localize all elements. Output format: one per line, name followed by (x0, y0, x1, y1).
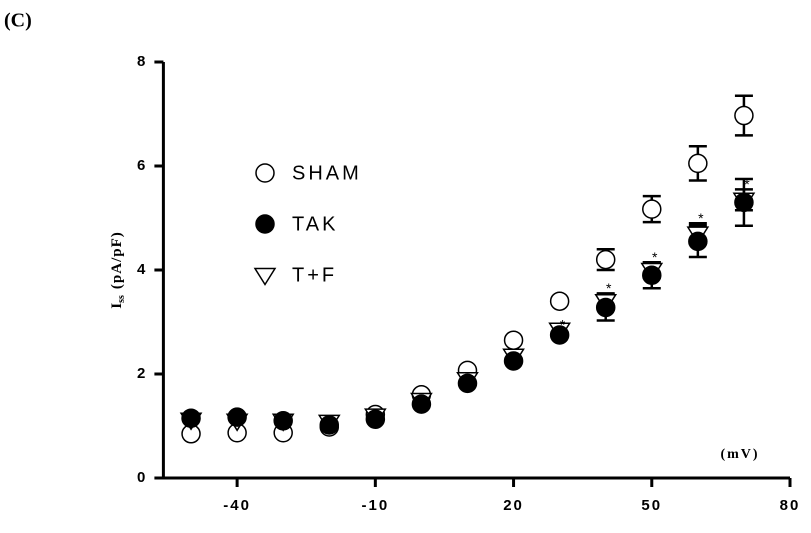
data-point (365, 409, 386, 429)
x-tick-label: 80 (780, 497, 801, 514)
data-point (734, 192, 754, 213)
y-tick-label: 8 (137, 53, 147, 70)
significance-mark: * (606, 280, 612, 296)
data-point (411, 394, 432, 414)
data-point (227, 407, 247, 427)
panel-label: (C) (4, 10, 32, 32)
legend-label: TAK (292, 213, 338, 235)
data-point (642, 199, 662, 219)
data-point (595, 249, 616, 270)
significance-mark: * (698, 210, 704, 226)
data-point (549, 325, 570, 345)
significance-mark: * (744, 176, 750, 192)
x-axis-label: (mV) (720, 447, 759, 462)
y-axis-label: Iss (pA/pF) (109, 231, 127, 308)
x-tick-label: 20 (503, 497, 524, 514)
data-point (734, 105, 754, 126)
data-point (503, 330, 524, 350)
y-tick-label: 2 (137, 365, 147, 382)
x-tick-label: -40 (223, 497, 251, 514)
y-label-main: I (109, 303, 125, 309)
y-label-sub: ss (116, 295, 127, 303)
data-point (688, 231, 708, 252)
data-point (273, 411, 293, 431)
data-point (549, 291, 570, 311)
data-point (595, 297, 616, 318)
data-point (181, 408, 201, 428)
data-point (319, 415, 340, 435)
legend-label: SHAM (292, 162, 362, 184)
data-point (457, 373, 478, 394)
y-tick-label: 4 (137, 261, 147, 278)
legend-marker (255, 214, 275, 234)
legend-marker (253, 267, 277, 286)
data-point (503, 351, 524, 371)
x-tick-label: 50 (641, 497, 662, 514)
x-tick-label: -10 (361, 497, 389, 514)
data-point (642, 265, 662, 285)
significance-mark: * (652, 249, 658, 265)
legend-marker (255, 163, 275, 183)
y-tick-label: 6 (137, 157, 147, 174)
y-label-unit: (pA/pF) (109, 231, 125, 289)
data-point (688, 153, 708, 174)
significance-mark: * (560, 317, 566, 333)
legend-label: T+F (292, 264, 337, 286)
y-tick-label: 0 (137, 469, 147, 486)
